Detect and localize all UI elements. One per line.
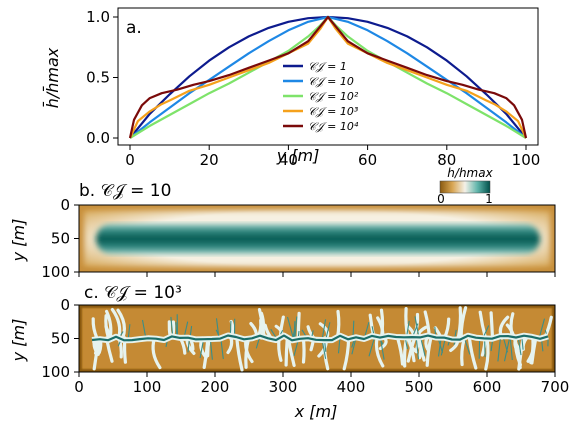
c-ticks-ytick-label-2: 100 (41, 363, 70, 381)
panel-a-ytick-label-1: 0.5 (86, 69, 110, 87)
panel-c-label: c. 𝒞𝒥 = 10³ (84, 283, 182, 303)
panel-a-xtick-label-2: 40 (279, 151, 298, 169)
panel-a-xtick-label-5: 100 (512, 151, 541, 169)
colorbar-max-label: 1 (485, 192, 493, 206)
c-ticks-xtick-label-7: 700 (541, 378, 570, 396)
b-ticks-ytick-label-1: 50 (51, 230, 70, 248)
panel-c-main-channel (91, 334, 549, 342)
panel-a-xlabel: y [m] (276, 146, 320, 165)
panel-a-ylabel: h̄/h̄max (43, 47, 62, 108)
legend-entry-0: 𝒞𝒥 = 1 (308, 60, 347, 73)
colorbar: h/hmax 0 1 (437, 166, 493, 206)
panel-b-heatmap: 0 50 100 b. 𝒞𝒥 = 10 y [m] h/hmax 0 1 (9, 166, 556, 281)
panel-a-xtick-label-4: 80 (437, 151, 456, 169)
panel-a-xtick-label-1: 20 (200, 151, 219, 169)
c-ticks-xtick-label-6: 600 (473, 378, 502, 396)
panel-a-label: a. (126, 18, 142, 38)
panel-a-ytick-label-2: 1.0 (86, 8, 110, 26)
panel-b-water-band (96, 224, 540, 254)
legend-entry-3: 𝒞𝒥 = 10³ (308, 105, 359, 118)
c-ticks-xtick-label-3: 300 (269, 378, 298, 396)
panel-a-xtick-label-0: 0 (125, 151, 135, 169)
panel-b-label: b. 𝒞𝒥 = 10 (79, 181, 171, 201)
panel-b-ylabel: y [m] (9, 219, 28, 263)
colorbar-gradient (439, 180, 491, 194)
c-ticks-xtick-label-1: 100 (133, 378, 162, 396)
panel-a-legend: 𝒞𝒥 = 1 𝒞𝒥 = 10 𝒞𝒥 = 10² 𝒞𝒥 = 10³ 𝒞𝒥 = 10⁴ (283, 60, 359, 133)
legend-entry-4: 𝒞𝒥 = 10⁴ (308, 120, 359, 133)
c-ticks-ytick-label-0: 0 (60, 296, 70, 314)
c-ticks-xtick-label-5: 500 (405, 378, 434, 396)
c-ticks-xtick-label-2: 200 (201, 378, 230, 396)
b-ticks-ytick-label-2: 100 (41, 263, 70, 281)
panel-a-xtick-label-3: 60 (358, 151, 377, 169)
colorbar-min-label: 0 (437, 192, 445, 206)
legend-entry-2: 𝒞𝒥 = 10² (308, 90, 359, 103)
series-line-4 (128, 15, 528, 139)
panel-a-ytick-label-0: 0.0 (86, 129, 110, 147)
c-ticks-ytick-label-1: 50 (51, 330, 70, 348)
panel-c-channel-network (91, 306, 553, 372)
legend-entry-1: 𝒞𝒥 = 10 (308, 75, 354, 88)
c-ticks-xtick-label-0: 0 (74, 378, 84, 396)
b-ticks-ytick-label-0: 0 (60, 196, 70, 214)
panel-c-ylabel: y [m] (9, 319, 28, 363)
c-ticks-xtick-label-4: 400 (337, 378, 366, 396)
colorbar-label: h/hmax (447, 166, 493, 180)
panel-c-xlabel: x [m] (294, 402, 338, 421)
